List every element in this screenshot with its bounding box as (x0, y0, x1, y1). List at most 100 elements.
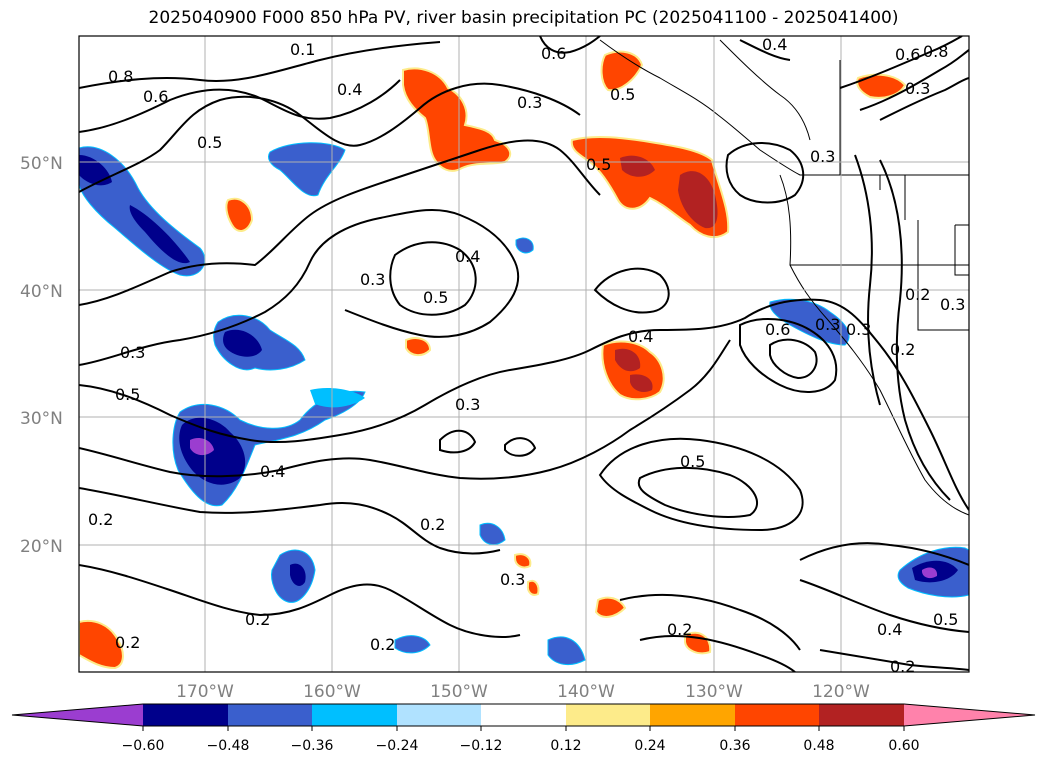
negative-precip-region (515, 237, 534, 254)
pv-contours (79, 36, 969, 672)
contour-label: 0.6 (765, 320, 790, 339)
negative-precip-region (547, 636, 586, 666)
coastlines (599, 39, 969, 516)
contour-label: 0.3 (120, 343, 145, 362)
colorbar-tick-label: 0.48 (803, 738, 834, 754)
colorbar-ticks (142, 726, 905, 731)
latitude-labels: 50°N 40°N 30°N 20°N (20, 154, 63, 557)
colorbar-tick-label: −0.24 (376, 738, 419, 754)
colorbar-tick-label: 0.12 (550, 738, 581, 754)
negative-precip-region (479, 522, 506, 546)
colorbar-tick-label: 0.36 (719, 738, 750, 754)
contour-label: 0.3 (846, 320, 871, 339)
contour-label: 0.5 (423, 288, 448, 307)
colorbar-tick-label: −0.60 (122, 738, 165, 754)
longitude-labels: 170°W 160°W 150°W 140°W 130°W 120°W (176, 682, 870, 702)
positive-precip-region (620, 155, 655, 177)
lon-label: 150°W (430, 682, 488, 702)
contour-label: 0.2 (890, 340, 915, 359)
lat-label: 50°N (20, 154, 63, 174)
positive-precip-region (600, 50, 644, 92)
colorbar-segment (819, 704, 904, 726)
contour-label: 0.2 (88, 510, 113, 529)
contour-label: 0.2 (245, 610, 270, 629)
positive-precip-region (594, 596, 627, 618)
negative-precip-region (267, 142, 346, 197)
colorbar-segment (228, 704, 312, 726)
map-title: 2025040900 F000 850 hPa PV, river basin … (148, 8, 899, 28)
contour-label: 0.4 (260, 462, 285, 481)
negative-precip-region (213, 314, 306, 371)
graticule (79, 36, 969, 672)
positive-precip-region (615, 348, 653, 393)
contour-label: 0.2 (667, 620, 692, 639)
positive-precip-region (526, 579, 540, 596)
lat-label: 20°N (20, 537, 63, 557)
contour-label: 0.8 (108, 67, 133, 86)
colorbar-segment (650, 704, 735, 726)
colorbar-tick-label: −0.48 (207, 738, 250, 754)
negative-precip-region (290, 563, 306, 586)
contour-label: 0.5 (197, 133, 222, 152)
map-panel: 0.1 0.8 0.6 0.4 0.5 0.6 0.3 0.4 0.6 0.8 … (78, 35, 970, 673)
colorbar: −0.60 −0.48 −0.36 −0.24 −0.12 0.12 0.24 … (11, 703, 1036, 754)
contour-label: 0.4 (762, 35, 787, 54)
colorbar-segment (312, 704, 397, 726)
contour-label: 0.3 (940, 295, 965, 314)
positive-precip-region (514, 553, 532, 569)
contour-label: 0.2 (370, 635, 395, 654)
contour-label: 0.2 (905, 285, 930, 304)
negative-precip-region (190, 438, 214, 456)
colorbar-segment (566, 704, 650, 726)
colorbar-left-extend (12, 704, 143, 726)
contour-label: 0.3 (500, 570, 525, 589)
contour-label: 0.1 (290, 40, 315, 59)
contour-label: 0.4 (628, 327, 653, 346)
negative-precip-region (223, 329, 262, 357)
precip-shading (79, 50, 969, 670)
lon-label: 140°W (557, 682, 615, 702)
negative-precip-region (79, 155, 190, 264)
negative-precip-region (310, 387, 365, 408)
colorbar-tick-label: 0.60 (888, 738, 919, 754)
contour-label: 0.5 (115, 385, 140, 404)
colorbar-segment (143, 704, 228, 726)
positive-precip-region (225, 197, 254, 232)
map-frame (78, 35, 970, 673)
contour-label: 0.5 (680, 452, 705, 471)
contour-label: 0.6 (895, 45, 920, 64)
contour-label: 0.3 (517, 93, 542, 112)
positive-precip-region (79, 620, 124, 670)
contour-label: 0.5 (610, 85, 635, 104)
colorbar-right-extend (904, 704, 1035, 726)
contour-label: 0.3 (455, 395, 480, 414)
contour-label: 0.5 (933, 610, 958, 629)
colorbar-segment (397, 704, 481, 726)
positive-precip-region (405, 337, 432, 356)
colorbar-segment (735, 704, 819, 726)
contour-label: 0.3 (905, 79, 930, 98)
lon-label: 120°W (812, 682, 870, 702)
negative-precip-region (922, 567, 938, 579)
contour-label: 0.6 (143, 87, 168, 106)
contour-labels: 0.1 0.8 0.6 0.4 0.5 0.6 0.3 0.4 0.6 0.8 … (88, 35, 965, 672)
contour-label: 0.3 (360, 270, 385, 289)
positive-precip-region (678, 171, 718, 229)
contour-label: 0.6 (541, 44, 566, 63)
colorbar-tick-label: 0.24 (634, 738, 665, 754)
lat-label: 40°N (20, 282, 63, 302)
contour-label: 0.2 (115, 633, 140, 652)
contour-label: 0.2 (420, 515, 445, 534)
contour-label: 0.4 (455, 247, 480, 266)
contour-label: 0.5 (586, 155, 611, 174)
contour-label: 0.3 (810, 147, 835, 166)
colorbar-tick-label: −0.36 (291, 738, 334, 754)
lon-label: 170°W (176, 682, 234, 702)
colorbar-segment (481, 704, 566, 726)
contour-label: 0.4 (877, 620, 902, 639)
lon-label: 130°W (685, 682, 743, 702)
contour-label: 0.3 (815, 315, 840, 334)
contour-label: 0.8 (923, 42, 948, 61)
lon-label: 160°W (303, 682, 361, 702)
